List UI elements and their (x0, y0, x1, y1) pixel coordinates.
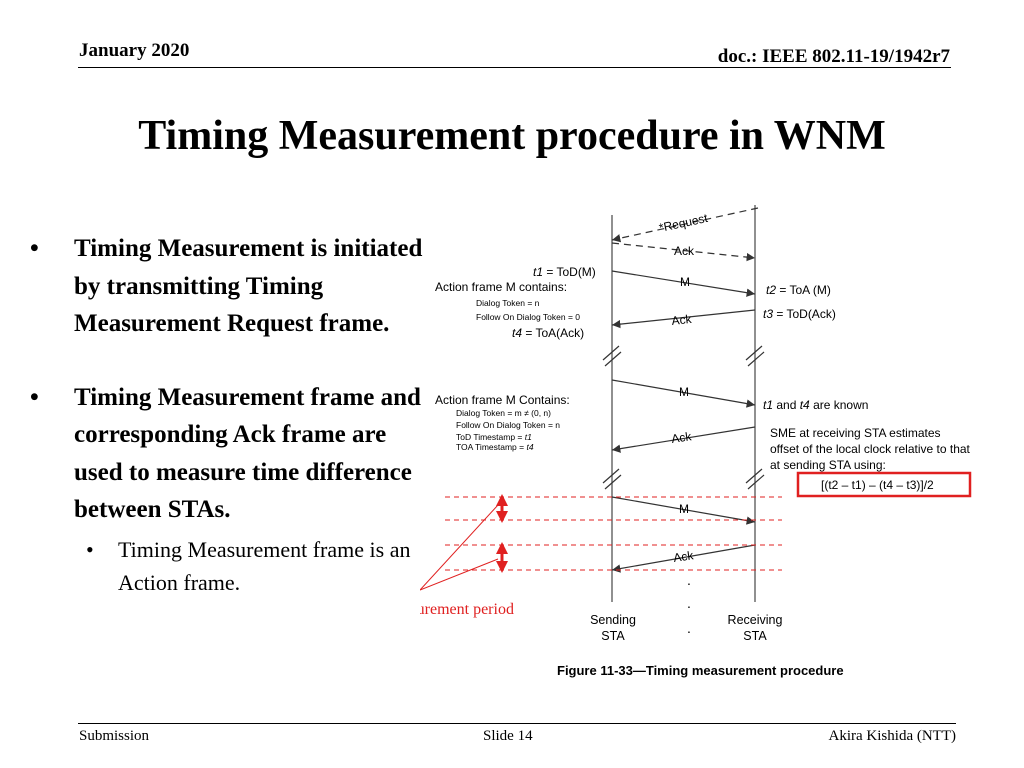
sme-line-3: at sending STA using: (770, 458, 886, 472)
slide-title: Timing Measurement procedure in WNM (138, 113, 886, 159)
follow-on-token-1: Follow On Dialog Token = 0 (476, 312, 580, 322)
header-divider (78, 67, 951, 68)
t1-label: t1 = ToD(M) (533, 265, 596, 279)
dialog-token-2: Dialog Token = m ≠ (0, n) (456, 408, 551, 418)
toa-timestamp: TOA Timestamp = t4 (456, 442, 534, 452)
receiving-sta-label-1: Receiving (728, 613, 783, 627)
ack-label-2: Ack (670, 429, 693, 446)
sme-line-2: offset of the local clock relative to th… (770, 442, 971, 456)
sending-sta-label-2: STA (601, 629, 625, 643)
request-ack-label: Ack (674, 244, 695, 258)
figure-caption: Figure 11-33—Timing measurement procedur… (557, 663, 844, 678)
m-frame-arrow-3 (611, 496, 756, 525)
known-label: t1 and t4 are known (763, 398, 868, 412)
header-date: January 2020 (79, 40, 190, 61)
ack-arrow-2 (611, 426, 756, 453)
footer-slide-number: Slide 14 (483, 728, 533, 744)
t4-label: t4 = ToA(Ack) (512, 326, 584, 340)
m-frame-label-1: M (680, 275, 690, 289)
measurement-pointer-2 (420, 558, 499, 591)
t3-label: t3 = ToD(Ack) (763, 307, 836, 321)
m-frame-label-3: M (679, 502, 689, 516)
timeline-break-marks (602, 345, 765, 490)
offset-formula: [(t2 – t1) – (t4 – t3)]/2 (821, 478, 934, 492)
bullet-dot: • (30, 383, 39, 411)
measurement-pointer-1 (420, 504, 499, 591)
continuation-dot-2: . (687, 595, 691, 611)
header-doc-id: doc.: IEEE 802.11-19/1942r7 (717, 46, 950, 67)
request-arrow (611, 207, 759, 243)
contains-label-2: Action frame M Contains: (435, 393, 570, 407)
m-frame-arrow-1 (611, 270, 756, 297)
timing-diagram: *Request Ack M Ack M Ack M Ack Measureme… (420, 205, 972, 678)
bullet-text: Timing Measurement frame and correspondi… (74, 383, 421, 524)
tod-timestamp: ToD Timestamp = t1 (456, 432, 532, 442)
ack-label-3: Ack (672, 548, 695, 565)
sub-bullet-item: • Timing Measurement frame is an Action … (74, 533, 430, 599)
request-label: *Request (658, 211, 710, 235)
contains-label-1: Action frame M contains: (435, 280, 567, 294)
formula-highlight-box (796, 471, 972, 498)
footer-author: Akira Kishida (NTT) (828, 728, 956, 744)
t2-label: t2 = ToA (M) (766, 283, 831, 297)
sme-line-1: SME at receiving STA estimates (770, 426, 941, 440)
receiving-sta-label-2: STA (743, 629, 767, 643)
sending-sta-label-1: Sending (590, 613, 636, 627)
sub-bullet-text: Timing Measurement frame is an Action fr… (118, 536, 411, 595)
bullet-dot: • (86, 536, 94, 562)
bullet-text: Timing Measurement is initiated by trans… (74, 235, 423, 337)
footer-submission: Submission (79, 728, 150, 744)
measurement-period-label: Measurement period (420, 601, 514, 618)
dialog-token-1: Dialog Token = n (476, 298, 540, 308)
bullet-list: • Timing Measurement is initiated by tra… (30, 230, 430, 599)
bullet-item: • Timing Measurement is initiated by tra… (30, 230, 430, 343)
follow-on-token-2: Follow On Dialog Token = n (456, 420, 560, 430)
ack-label-1: Ack (671, 312, 693, 328)
bullet-item: • Timing Measurement frame and correspon… (30, 379, 430, 529)
footer-divider (78, 723, 956, 724)
bullet-dot: • (30, 235, 39, 262)
m-frame-label-2: M (679, 385, 689, 399)
continuation-dot-1: . (687, 572, 691, 588)
ack-arrow-3 (611, 544, 756, 573)
m-frame-arrow-2 (611, 379, 756, 408)
ack-arrow-1 (611, 309, 756, 329)
continuation-dot-3: . (687, 620, 691, 636)
